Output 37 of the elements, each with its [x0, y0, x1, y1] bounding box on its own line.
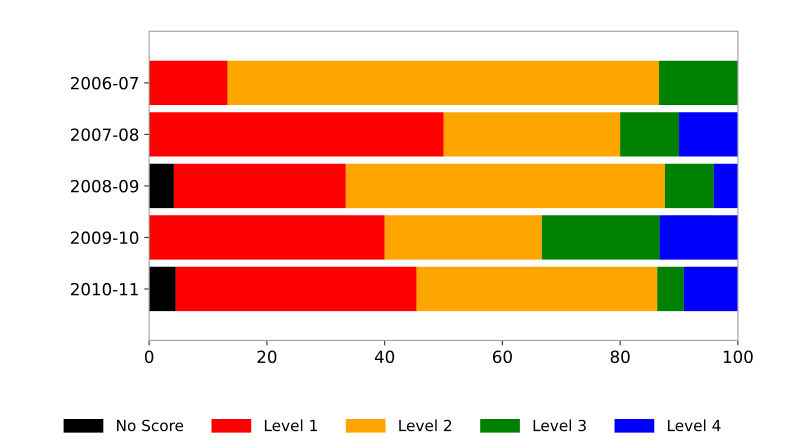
- bar: [149, 164, 174, 208]
- legend-label: Level 4: [668, 419, 721, 432]
- bar: [657, 266, 684, 312]
- bar: [149, 266, 176, 312]
- bar: [149, 112, 444, 157]
- bar: [444, 112, 620, 157]
- legend-label: Level 1: [264, 419, 317, 432]
- y-tick-label: 2006-07: [71, 76, 138, 90]
- bar: [659, 60, 738, 106]
- legend-label: Level 3: [534, 419, 586, 432]
- bar: [346, 164, 665, 208]
- bar: [660, 215, 738, 260]
- x-tick-label: 80: [610, 350, 630, 364]
- y-tick-label: 2010-11: [71, 282, 138, 296]
- bar: [664, 164, 714, 208]
- bar: [176, 266, 416, 312]
- bar: [149, 60, 228, 106]
- legend-label: No Score: [117, 420, 184, 432]
- bar: [620, 112, 680, 157]
- y-tick-label: 2009-10: [71, 231, 138, 244]
- bar: [714, 164, 738, 208]
- legend-label: Level 2: [399, 419, 452, 432]
- x-tick-label: 20: [258, 350, 276, 364]
- x-tick-label: 100: [724, 350, 753, 364]
- y-tick-label: 2008-09: [71, 180, 138, 192]
- bar: [542, 215, 660, 260]
- bar: [679, 112, 738, 157]
- bar: [174, 164, 346, 208]
- y-tick-label: 2007-08: [71, 128, 138, 141]
- x-tick-label: 40: [374, 350, 394, 364]
- x-tick-label: 60: [492, 350, 512, 364]
- bar: [227, 60, 660, 106]
- x-tick-label: 0: [144, 350, 154, 364]
- bar: [149, 215, 385, 260]
- bar: [416, 266, 658, 312]
- bar: [384, 215, 542, 260]
- bar: [684, 266, 738, 312]
